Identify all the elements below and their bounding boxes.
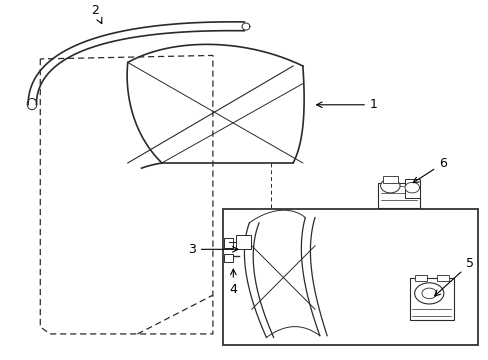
Bar: [236, 235, 250, 249]
Bar: [222, 209, 477, 345]
FancyBboxPatch shape: [409, 278, 453, 320]
Bar: [414, 275, 426, 281]
Text: 6: 6: [412, 157, 446, 183]
Text: 3: 3: [187, 243, 238, 256]
Text: 2: 2: [91, 4, 102, 24]
Circle shape: [380, 179, 399, 193]
Text: 1: 1: [316, 98, 377, 111]
Text: 5: 5: [434, 257, 473, 296]
Bar: [436, 275, 448, 281]
Circle shape: [404, 183, 419, 193]
Text: 4: 4: [229, 269, 237, 296]
Circle shape: [414, 283, 443, 304]
Bar: [382, 176, 397, 183]
Bar: [224, 238, 232, 248]
FancyBboxPatch shape: [377, 183, 419, 208]
Circle shape: [421, 288, 436, 299]
Bar: [224, 254, 232, 262]
Bar: [404, 179, 419, 198]
